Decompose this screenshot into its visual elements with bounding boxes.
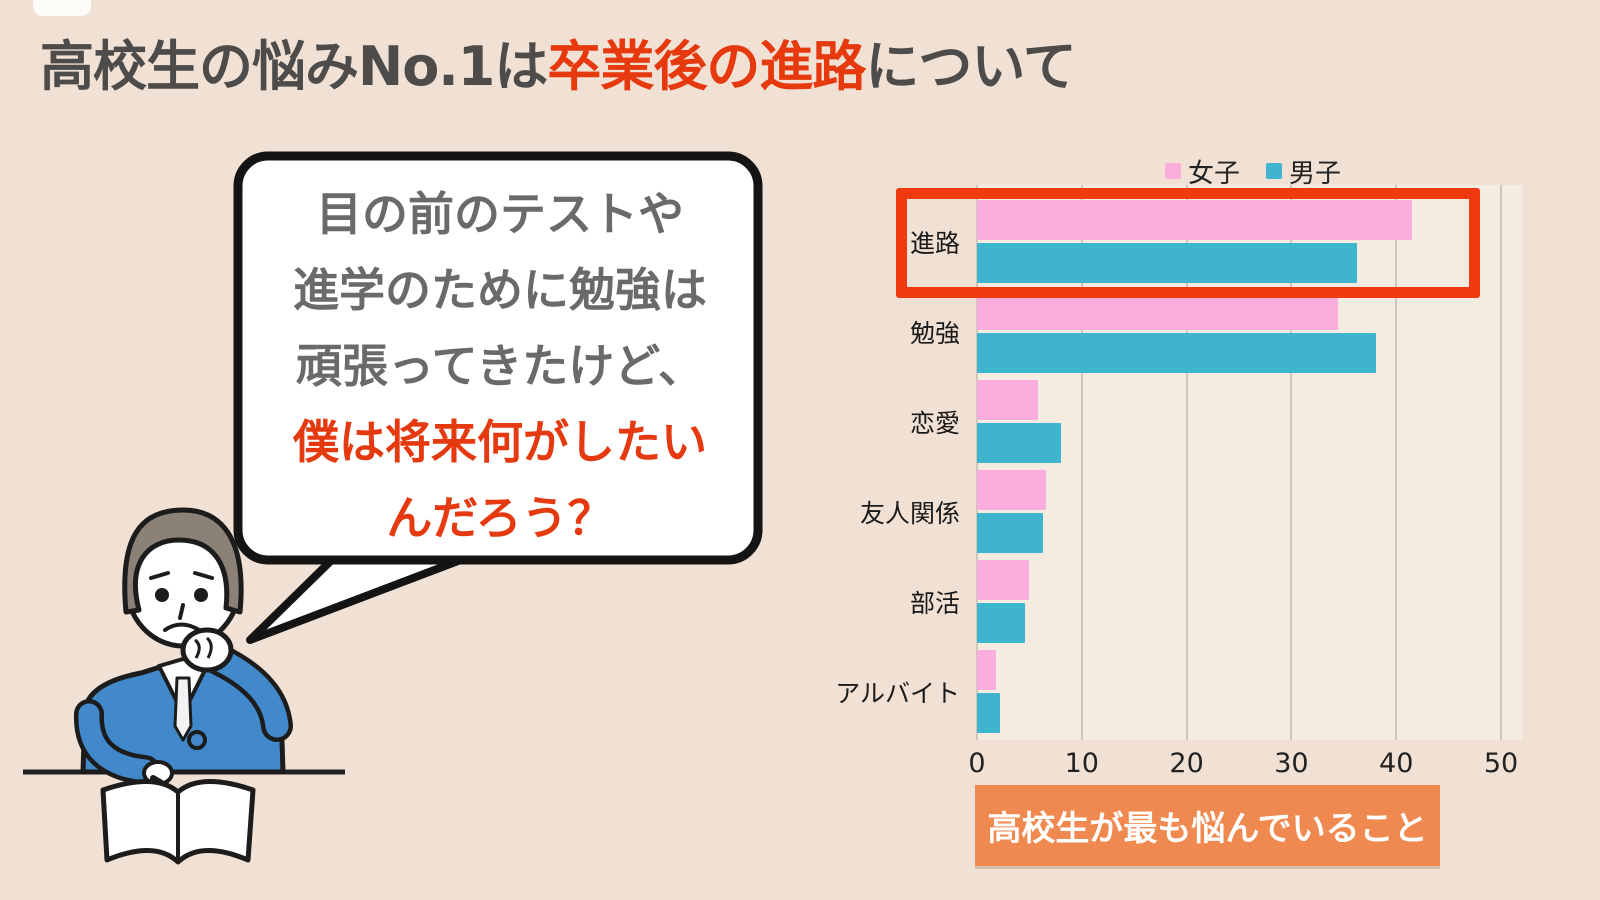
bar-女子-恋愛 xyxy=(977,380,1038,420)
hair xyxy=(122,507,244,615)
bar-女子-友人関係 xyxy=(977,470,1047,510)
legend-swatch-icon xyxy=(1266,163,1283,179)
x-tick-label: 50 xyxy=(1483,748,1519,779)
legend-item-男子: 男子 xyxy=(1266,153,1341,190)
bar-男子-アルバイト xyxy=(977,693,1001,733)
x-tick-label: 0 xyxy=(968,748,986,779)
title-prefix: 高校生の悩みNo.1は xyxy=(40,35,548,98)
chart-legend: 女子 男子 xyxy=(1165,156,1341,189)
bubble-line: 目の前のテストや xyxy=(316,187,684,241)
fingers xyxy=(194,636,213,659)
category-label-アルバイト: アルバイト xyxy=(835,678,960,708)
eyebrow xyxy=(193,571,214,580)
legend-label: 男子 xyxy=(1289,158,1342,189)
x-tick-label: 20 xyxy=(1169,748,1204,779)
gridline-x-50 xyxy=(1500,185,1503,740)
eye xyxy=(155,588,169,602)
caption-box: 高校生が最も悩んでいること xyxy=(975,785,1440,866)
bar-男子-友人関係 xyxy=(977,513,1044,553)
arm xyxy=(78,703,156,781)
x-tick-label: 30 xyxy=(1274,748,1309,779)
category-label-進路: 進路 xyxy=(909,228,960,258)
gridline-x-40 xyxy=(1395,185,1398,740)
bar-女子-部活 xyxy=(977,560,1030,600)
x-tick-label: 10 xyxy=(1064,748,1099,779)
x-axis-ticks: 0 10 20 30 40 50 xyxy=(968,748,1522,784)
legend-item-女子: 女子 xyxy=(1165,153,1240,190)
x-tick-label: 40 xyxy=(1379,748,1414,779)
bubble-line: んだろう？ xyxy=(386,491,614,545)
eye xyxy=(194,588,208,602)
title-suffix: について xyxy=(865,35,1076,98)
decorative-tab xyxy=(33,0,91,16)
student-illustration xyxy=(23,507,345,865)
bar-男子-進路 xyxy=(977,243,1358,283)
gridline-x-10 xyxy=(1080,185,1083,740)
highlight-box xyxy=(896,188,1480,298)
arm xyxy=(208,648,289,738)
gridline-x-20 xyxy=(1185,185,1188,740)
legend-swatch-icon xyxy=(1165,163,1181,179)
title-highlight: 卒業後の進路 xyxy=(547,35,866,98)
page-title: 高校生の悩みNo.1は卒業後の進路について xyxy=(40,22,1560,101)
category-label-恋愛: 恋愛 xyxy=(909,408,960,438)
bar-男子-勉強 xyxy=(977,333,1377,373)
fist-on-chin xyxy=(180,627,234,673)
tie xyxy=(173,676,193,742)
eyebrow xyxy=(149,571,170,580)
speech-bubble-text: 目の前のテストや 進学のために勉強は 頑張ってきたけど、 僕は将来何がしたい ん… xyxy=(252,176,748,556)
bar-男子-恋愛 xyxy=(977,423,1061,463)
nose xyxy=(178,603,185,620)
bubble-line: 僕は将来何がしたい xyxy=(293,415,707,469)
legend-label: 女子 xyxy=(1188,158,1241,189)
gridline-x-30 xyxy=(1290,185,1293,740)
category-label-部活: 部活 xyxy=(909,588,960,618)
bar-女子-進路 xyxy=(977,200,1412,240)
bar-女子-アルバイト xyxy=(977,650,996,690)
category-axis: 進路勉強恋愛友人関係部活アルバイト xyxy=(815,185,960,740)
speech-bubble xyxy=(233,151,763,644)
category-label-勉強: 勉強 xyxy=(909,318,960,348)
bubble-line: 頑張ってきたけど、 xyxy=(295,339,705,393)
jacket-button xyxy=(187,730,207,750)
frown-mouth xyxy=(163,622,201,632)
bar-男子-部活 xyxy=(977,603,1026,643)
category-label-友人関係: 友人関係 xyxy=(859,498,960,528)
bubble-line: 進学のために勉強は xyxy=(293,263,707,317)
